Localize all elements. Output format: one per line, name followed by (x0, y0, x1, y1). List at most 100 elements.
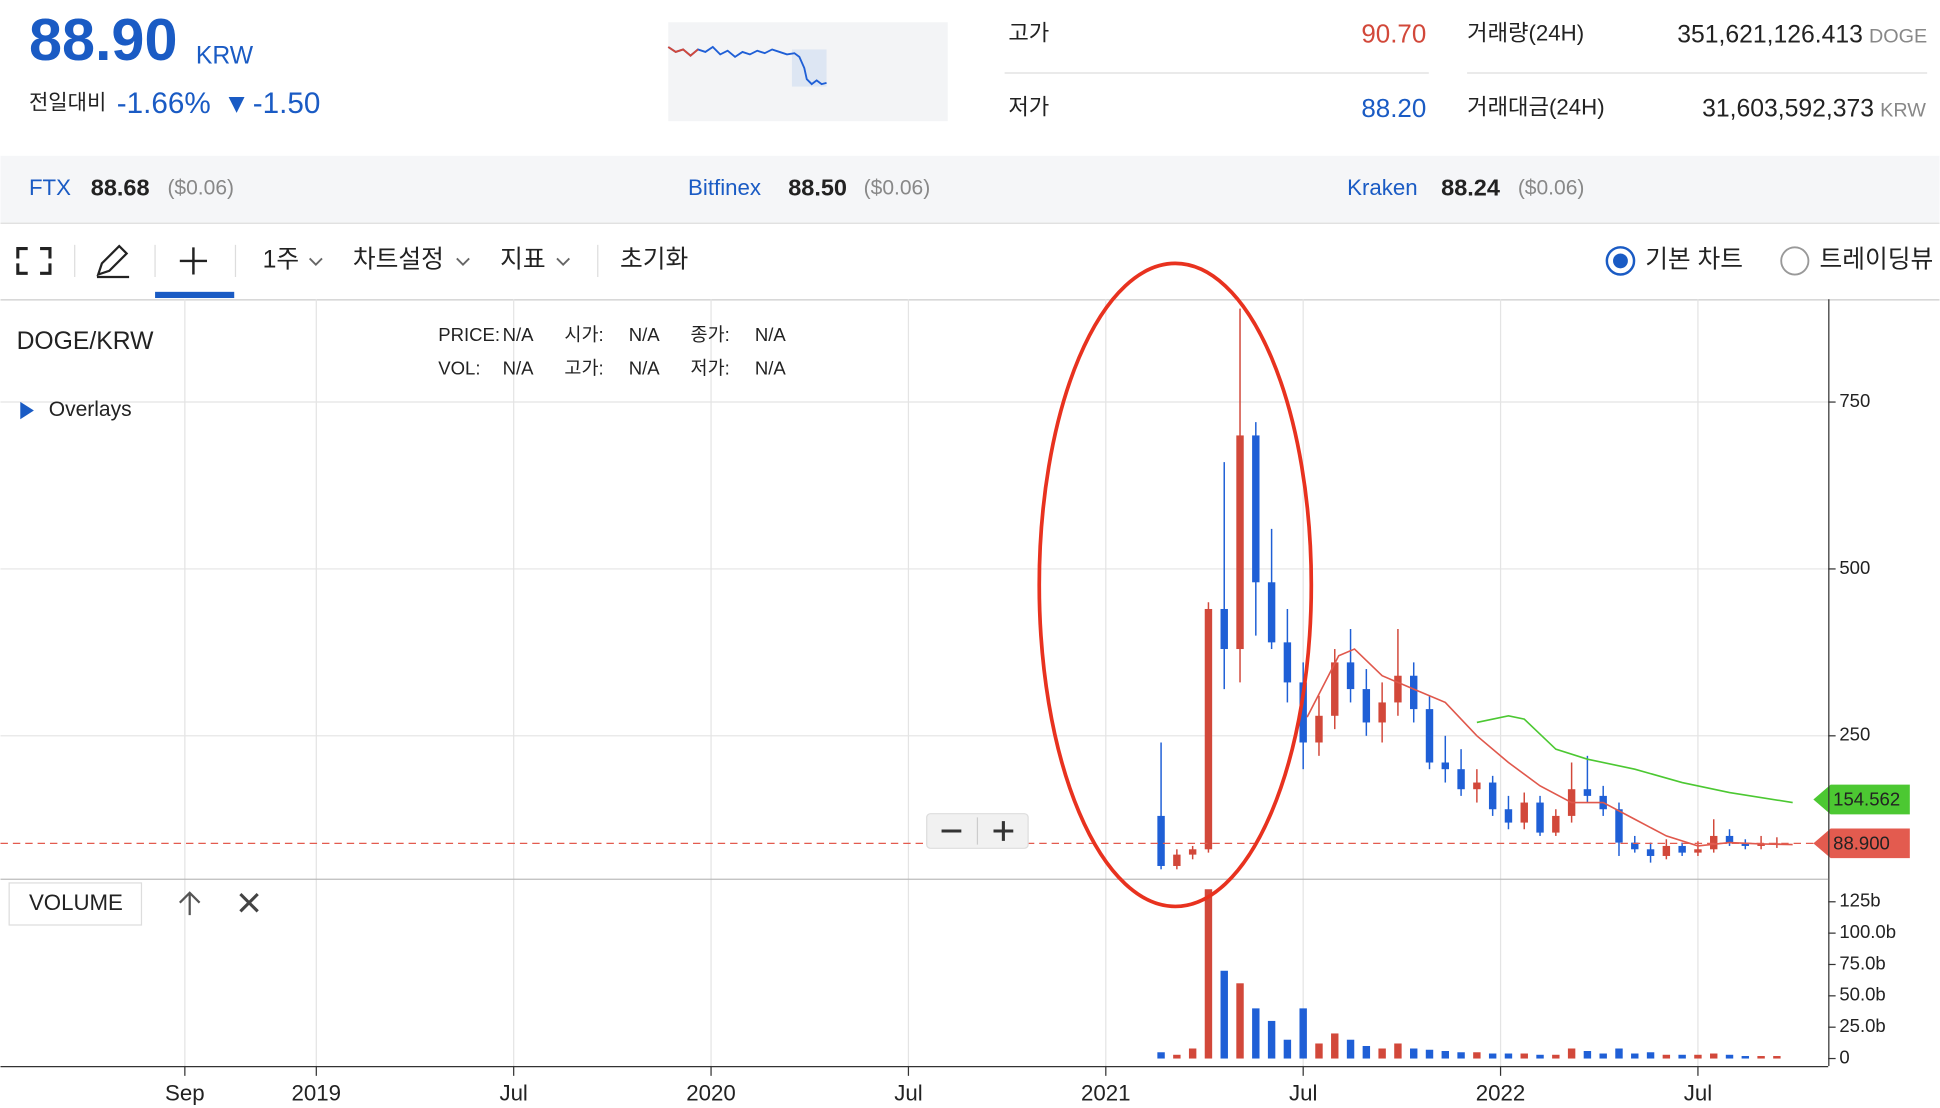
candle-body (1362, 689, 1371, 723)
price-tag-label: 154.562 (1833, 789, 1900, 810)
volume-bar (1536, 1054, 1544, 1059)
candle-body (1315, 715, 1323, 743)
move-panel-up[interactable] (179, 891, 201, 916)
x-tick-label: Jul (894, 1080, 922, 1105)
price: 88.90 (29, 6, 178, 73)
exchange-name[interactable]: Kraken (1347, 175, 1418, 200)
candle-body (1331, 662, 1339, 716)
volume-bar (1662, 1054, 1671, 1059)
volume-bar (1283, 1039, 1292, 1059)
x-tick-label: Jul (1684, 1080, 1712, 1105)
stat-value: 90.70 (1361, 19, 1426, 49)
fullscreen-button[interactable] (16, 247, 52, 275)
exchange-name[interactable]: Bitfinex (688, 175, 761, 200)
candle-body (1583, 789, 1592, 796)
volume-bar (1394, 1043, 1402, 1059)
candle-body (1678, 845, 1686, 853)
candle-body (1157, 815, 1165, 866)
volume-bar (1678, 1054, 1686, 1059)
toolbar: 1주 차트설정 지표 초기화 기본 차트 트레이딩뷰 (16, 244, 1934, 299)
info-value: N/A (755, 358, 787, 379)
candle-body (1394, 675, 1402, 703)
indicators-dropdown[interactable]: 지표 (500, 245, 545, 273)
candle-body (1236, 435, 1244, 650)
candle-body (1220, 608, 1228, 650)
candle-body (1441, 762, 1450, 770)
crosshair-button[interactable] (179, 247, 208, 275)
exchange-price: 88.24 (1441, 174, 1500, 200)
candle-body (1631, 842, 1639, 850)
candle-body (1410, 675, 1418, 710)
volume-bar (1599, 1053, 1607, 1059)
candle-body (1346, 662, 1355, 690)
chart: Sep 2019 Jul 2020 Jul 2021 Jul 2022 Jul 250 500 750… (0, 261, 1910, 1105)
info-label: VOL: (438, 358, 480, 379)
chevron (456, 257, 470, 266)
active-tab-indicator (155, 291, 235, 299)
volume-bar (1457, 1052, 1465, 1059)
volume-tick-label: 25.0b (1839, 1015, 1885, 1036)
zoom-in[interactable] (993, 821, 1014, 841)
chevron (308, 257, 323, 266)
moving-average (1306, 648, 1793, 847)
volume-bar (1552, 1054, 1560, 1059)
settings-dropdown[interactable]: 차트설정 (353, 245, 444, 273)
reset-button[interactable]: 초기화 (620, 245, 688, 273)
info-label: 시가: (564, 324, 603, 345)
volume-bar (1773, 1056, 1781, 1059)
x-tick-label: 2021 (1081, 1080, 1131, 1105)
volume-panel-title: VOLUME (29, 890, 123, 915)
x-tick-label: 2020 (686, 1080, 736, 1105)
exchange-name[interactable]: FTX (29, 175, 71, 200)
candle-body (1741, 842, 1750, 846)
volume-panel-label-box (8, 882, 143, 926)
stat-unit: DOGE (1869, 25, 1927, 47)
volume-bar (1252, 1008, 1260, 1059)
candle-body (1757, 843, 1765, 846)
volume-bar (1583, 1051, 1592, 1059)
volume-bar (1315, 1043, 1323, 1059)
x-tick-label: Jul (1289, 1080, 1317, 1105)
volume-bar (1299, 1008, 1307, 1059)
chart-title: DOGE/KRW (17, 328, 155, 355)
price-tag (1813, 784, 1910, 815)
radio-dot (1613, 253, 1628, 269)
candle-body (1725, 835, 1734, 843)
stat-value: 351,621,126.413 (1677, 21, 1863, 48)
draw-button[interactable] (96, 244, 130, 279)
radio-label[interactable]: 기본 차트 (1645, 245, 1743, 273)
candle-body (1646, 849, 1655, 856)
candle-body (1457, 769, 1465, 790)
candle-body (1252, 435, 1260, 583)
close-panel[interactable] (239, 892, 259, 913)
candle-body (1267, 582, 1276, 643)
candle-body (1536, 802, 1544, 833)
volume-bar (1362, 1045, 1371, 1059)
volume-bar (1188, 1048, 1197, 1059)
candle-body (1473, 782, 1481, 790)
exchange-list: FTX 88.68 ($0.06) Bitfinex 88.50 ($0.06) Krake… (29, 174, 1584, 200)
info-label: 종가: (691, 324, 730, 345)
volume-tick-label: 100.0b (1839, 921, 1896, 942)
overlays-arrow[interactable] (20, 401, 34, 420)
volume-bar (1220, 970, 1228, 1059)
candle-body (1520, 802, 1528, 823)
info-label: PRICE: (438, 324, 500, 345)
exchange-price: 88.68 (91, 174, 150, 200)
currency: KRW (196, 42, 254, 69)
volume-bar (1615, 1048, 1623, 1059)
exchange-diff: ($0.06) (167, 177, 234, 200)
y-tick-label: 250 (1839, 724, 1870, 745)
volume-tick-label: 75.0b (1839, 952, 1885, 973)
radio-label[interactable]: 트레이딩뷰 (1820, 245, 1934, 273)
info-label: 고가: (564, 358, 603, 379)
info-label: 저가: (691, 358, 730, 379)
radio-tradingview[interactable] (1780, 246, 1810, 276)
stat-unit: KRW (1880, 100, 1926, 122)
overlays-toggle[interactable]: Overlays (49, 398, 132, 421)
candle-body (1283, 642, 1292, 683)
volume-bar (1725, 1054, 1734, 1059)
moving-average (1476, 714, 1793, 804)
period-dropdown[interactable]: 1주 (263, 246, 300, 273)
